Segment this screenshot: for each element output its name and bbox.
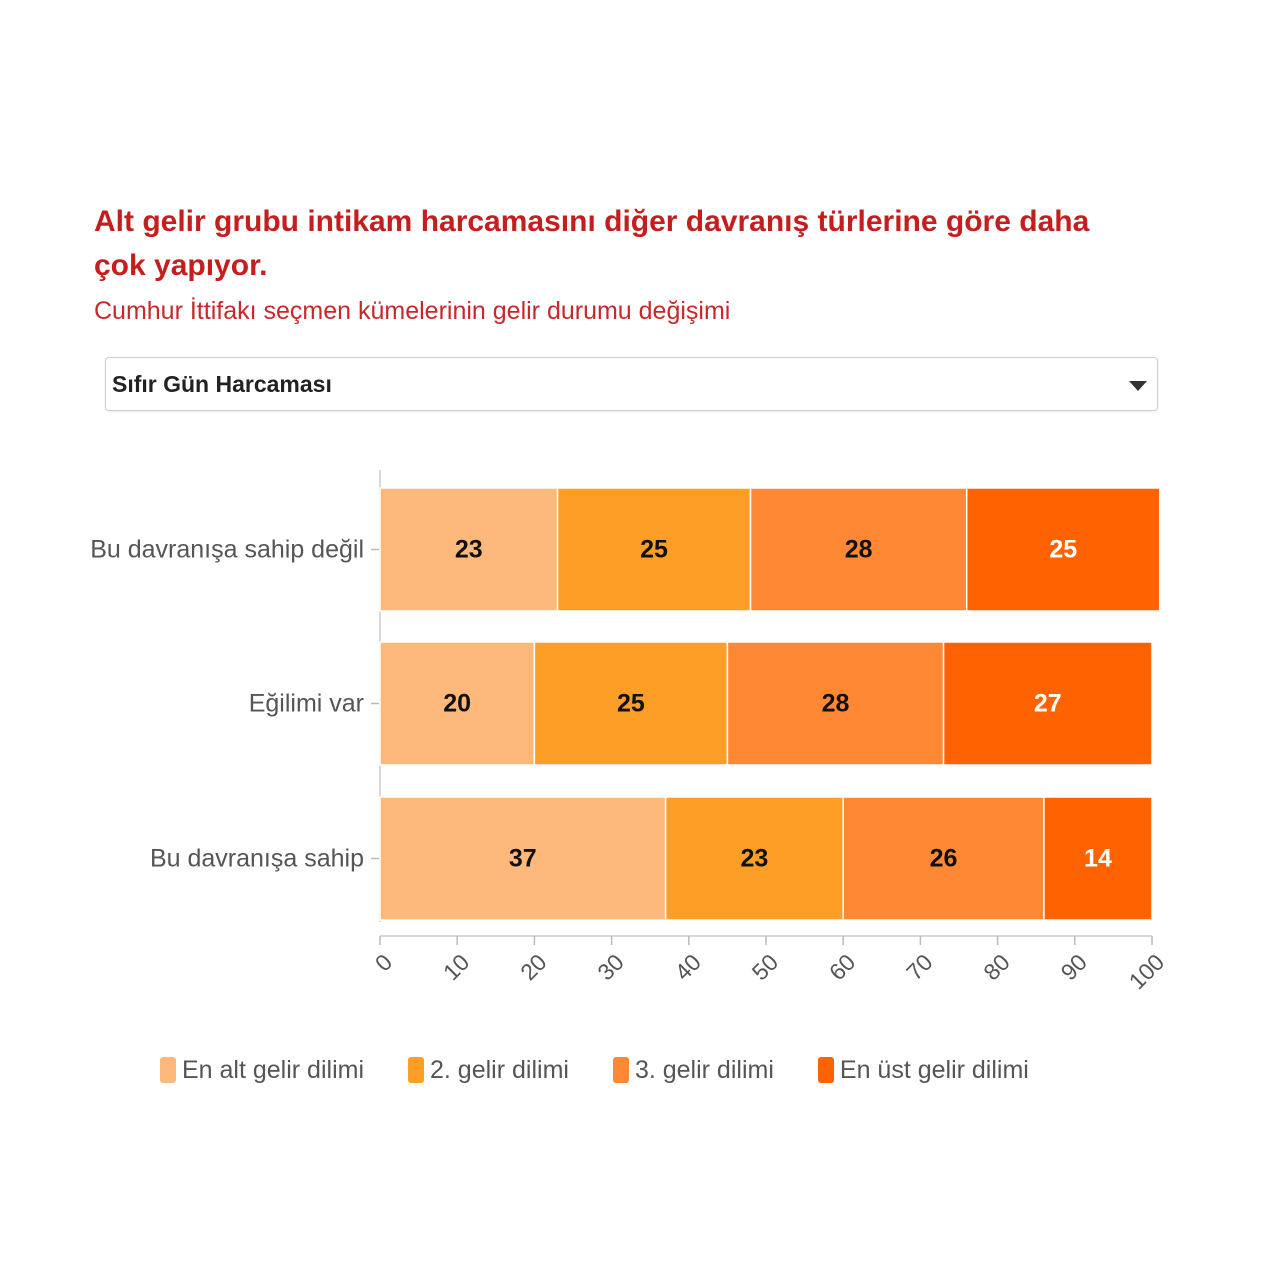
category-label: Eğilimi var (249, 690, 364, 718)
bar-segment (842, 796, 1045, 921)
bar-segment (965, 487, 1161, 612)
x-tick-label: 20 (515, 949, 551, 985)
data-label: 28 (845, 536, 873, 564)
data-label: 20 (443, 690, 471, 718)
legend-label: En alt gelir dilimi (182, 1055, 365, 1084)
x-tick-label: 60 (824, 949, 860, 985)
bar-segment (379, 641, 536, 766)
caret-down-icon (1129, 381, 1147, 391)
data-label: 27 (1034, 690, 1062, 718)
legend-item[interactable]: 2. gelir dilimi (408, 1056, 569, 1085)
data-label: 23 (741, 845, 769, 873)
x-tick-label: 40 (670, 949, 706, 985)
data-label: 37 (509, 845, 537, 873)
x-tick-label: 50 (747, 949, 783, 985)
bar-segment (556, 487, 752, 612)
legend-label: En üst gelir dilimi (839, 1055, 1029, 1084)
x-tick-label: 70 (901, 949, 937, 985)
data-label: 26 (930, 845, 958, 873)
stacked-bar-chart: Bu davranışa sahip değil 23 25 28 25 Eğilimi … (90, 470, 1170, 995)
x-tick-label: 0 (370, 949, 397, 976)
x-tick-label: 10 (438, 949, 474, 985)
x-tick-label: 90 (1056, 949, 1092, 985)
bar-segment (942, 641, 1153, 766)
category-label: Bu davranışa sahip (150, 845, 364, 873)
legend-item[interactable]: En alt gelir dilimi (160, 1056, 364, 1085)
legend-label: 2. gelir dilimi (430, 1055, 569, 1084)
data-label: 25 (640, 536, 668, 564)
chart-legend: En alt gelir dilimi 2. gelir dilimi 3. gel… (160, 1052, 1073, 1088)
legend-item[interactable]: 3. gelir dilimi (612, 1055, 774, 1085)
legend-label: 3. gelir dilimi (634, 1055, 774, 1084)
measure-select-dropdown[interactable]: Sıfır Gün Harcaması (105, 357, 1158, 411)
legend-swatch (408, 1057, 425, 1083)
chart-title: Alt gelir grubu intikam harcamasını diğe… (94, 205, 1090, 282)
legend-item[interactable]: En üst gelir dilimi (817, 1055, 1029, 1085)
data-label: 14 (1084, 845, 1112, 873)
x-tick-label: 30 (592, 949, 628, 985)
category-label: Bu davranışa sahip değil (90, 536, 364, 564)
bar-segment (664, 796, 844, 921)
data-label: 25 (617, 690, 645, 718)
legend-swatch (817, 1057, 834, 1083)
legend-swatch (612, 1057, 629, 1083)
data-label: 25 (1049, 536, 1077, 564)
dropdown-selected-value: Sıfır Gün Harcaması (112, 371, 332, 397)
bar-segment (379, 796, 667, 921)
x-tick-label: 80 (978, 949, 1014, 985)
bar-segment (379, 487, 559, 612)
x-tick-label: 100 (1124, 949, 1170, 995)
bar-segment (1043, 796, 1153, 921)
bar-segment (749, 487, 968, 612)
legend-swatch (160, 1057, 176, 1083)
data-label: 23 (455, 536, 483, 564)
data-label: 28 (822, 690, 850, 718)
chart-subtitle: Cumhur İttifakı seçmen kümelerinin gelir… (94, 297, 731, 325)
bar-segment (726, 641, 945, 766)
